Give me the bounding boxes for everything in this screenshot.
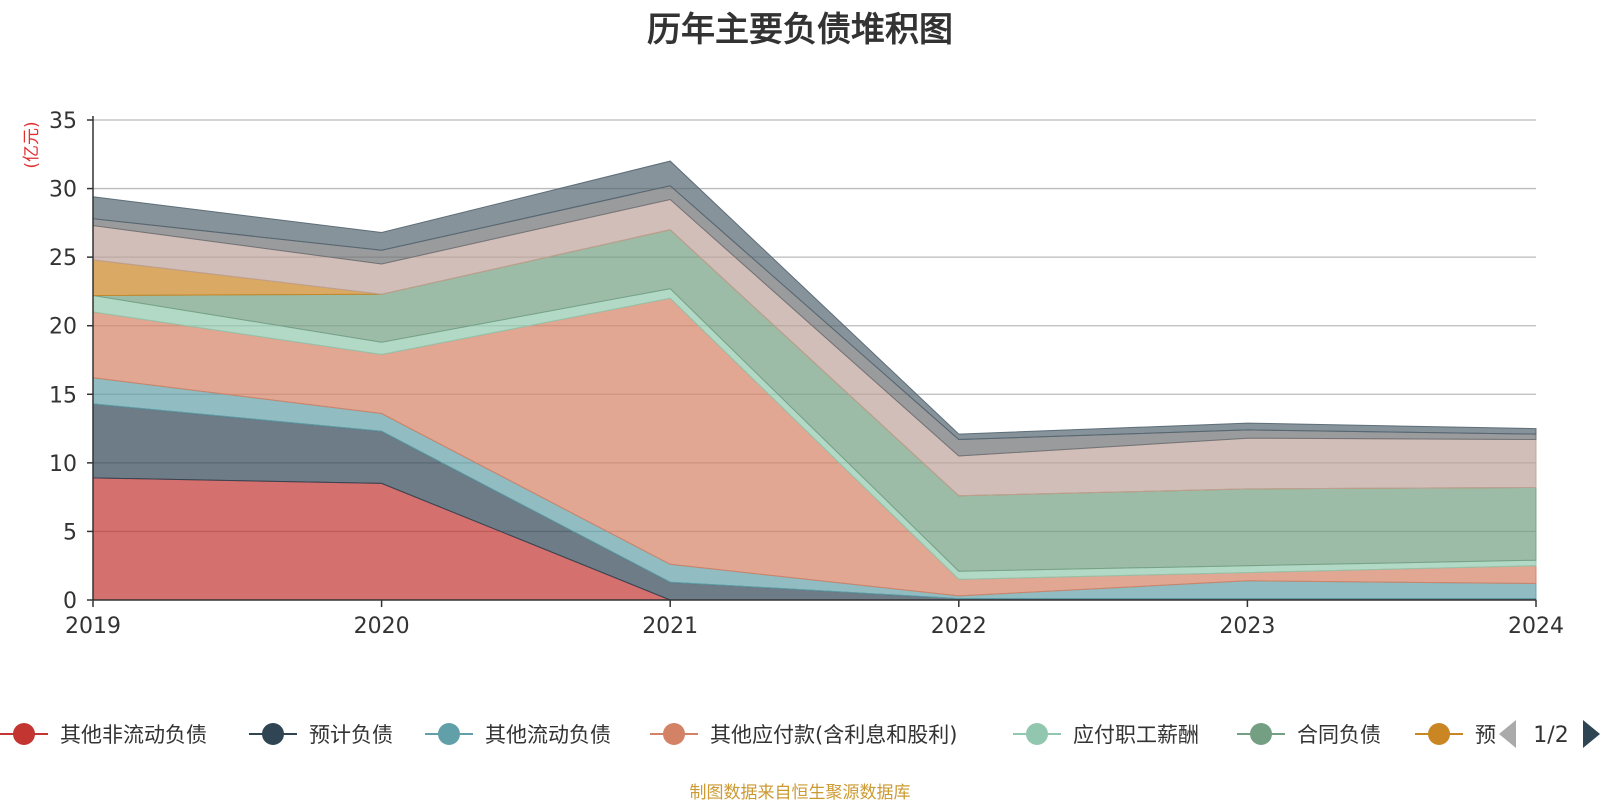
legend-item[interactable]: 其他流动负债 (425, 723, 611, 747)
legend-prev-page-icon[interactable] (1499, 720, 1516, 748)
legend-next-page-icon[interactable] (1583, 720, 1600, 748)
legend-label: 预 (1475, 723, 1496, 747)
chart-title: 历年主要负债堆积图 (647, 10, 953, 50)
x-tick-label: 2022 (931, 614, 987, 639)
legend-marker-icon (1428, 723, 1450, 745)
x-tick-label: 2020 (354, 614, 410, 639)
y-tick-label: 5 (63, 520, 77, 545)
legend-label: 其他应付款(含利息和股利) (710, 723, 957, 747)
legend-marker-icon (1026, 723, 1048, 745)
legend-item[interactable]: 预 (1415, 723, 1496, 747)
data-source-note: 制图数据来自恒生聚源数据库 (689, 783, 911, 803)
x-tick-label: 2021 (642, 614, 698, 639)
y-tick-label: 15 (49, 383, 77, 408)
legend-marker-icon (262, 723, 284, 745)
tick-labels: 0 5 10 15 20 25 30 35 2019 2020 2021 2022 2023 2024 (49, 109, 1564, 639)
x-tick-label: 2019 (65, 614, 121, 639)
legend-marker-icon (663, 723, 685, 745)
legend-label: 其他流动负债 (485, 723, 611, 747)
y-tick-label: 25 (49, 246, 77, 271)
legend-item[interactable]: 其他非流动负债 (0, 723, 207, 747)
legend-marker-icon (438, 723, 460, 745)
y-tick-label: 10 (49, 452, 77, 477)
legend-page-indicator: 1/2 (1533, 723, 1568, 748)
legend-marker-icon (1250, 723, 1272, 745)
legend: 其他非流动负债 预计负债 其他流动负债 其他应付款(含利息和股利) 应付职工薪酬 合同负债… (0, 723, 1496, 747)
y-tick-label: 35 (49, 109, 77, 134)
y-axis-unit-label: (亿元) (22, 121, 42, 168)
legend-pager: 1/2 (1499, 720, 1600, 748)
legend-item[interactable]: 预计负债 (249, 723, 393, 747)
y-tick-label: 0 (63, 589, 77, 614)
area-series (92, 160, 1537, 601)
legend-label: 合同负债 (1297, 723, 1381, 747)
axes (92, 116, 1536, 601)
legend-label: 预计负债 (309, 723, 393, 747)
legend-item[interactable]: 应付职工薪酬 (1013, 723, 1199, 747)
x-tick-label: 2024 (1508, 614, 1564, 639)
legend-label: 应付职工薪酬 (1073, 723, 1199, 747)
x-tick-label: 2023 (1219, 614, 1275, 639)
y-tick-label: 20 (49, 315, 77, 340)
y-tick-label: 30 (49, 178, 77, 203)
legend-marker-icon (13, 723, 35, 745)
area-series-9 (92, 160, 1537, 441)
legend-label: 其他非流动负债 (60, 723, 207, 747)
legend-item[interactable]: 其他应付款(含利息和股利) (650, 723, 957, 747)
legend-item[interactable]: 合同负债 (1237, 723, 1381, 747)
